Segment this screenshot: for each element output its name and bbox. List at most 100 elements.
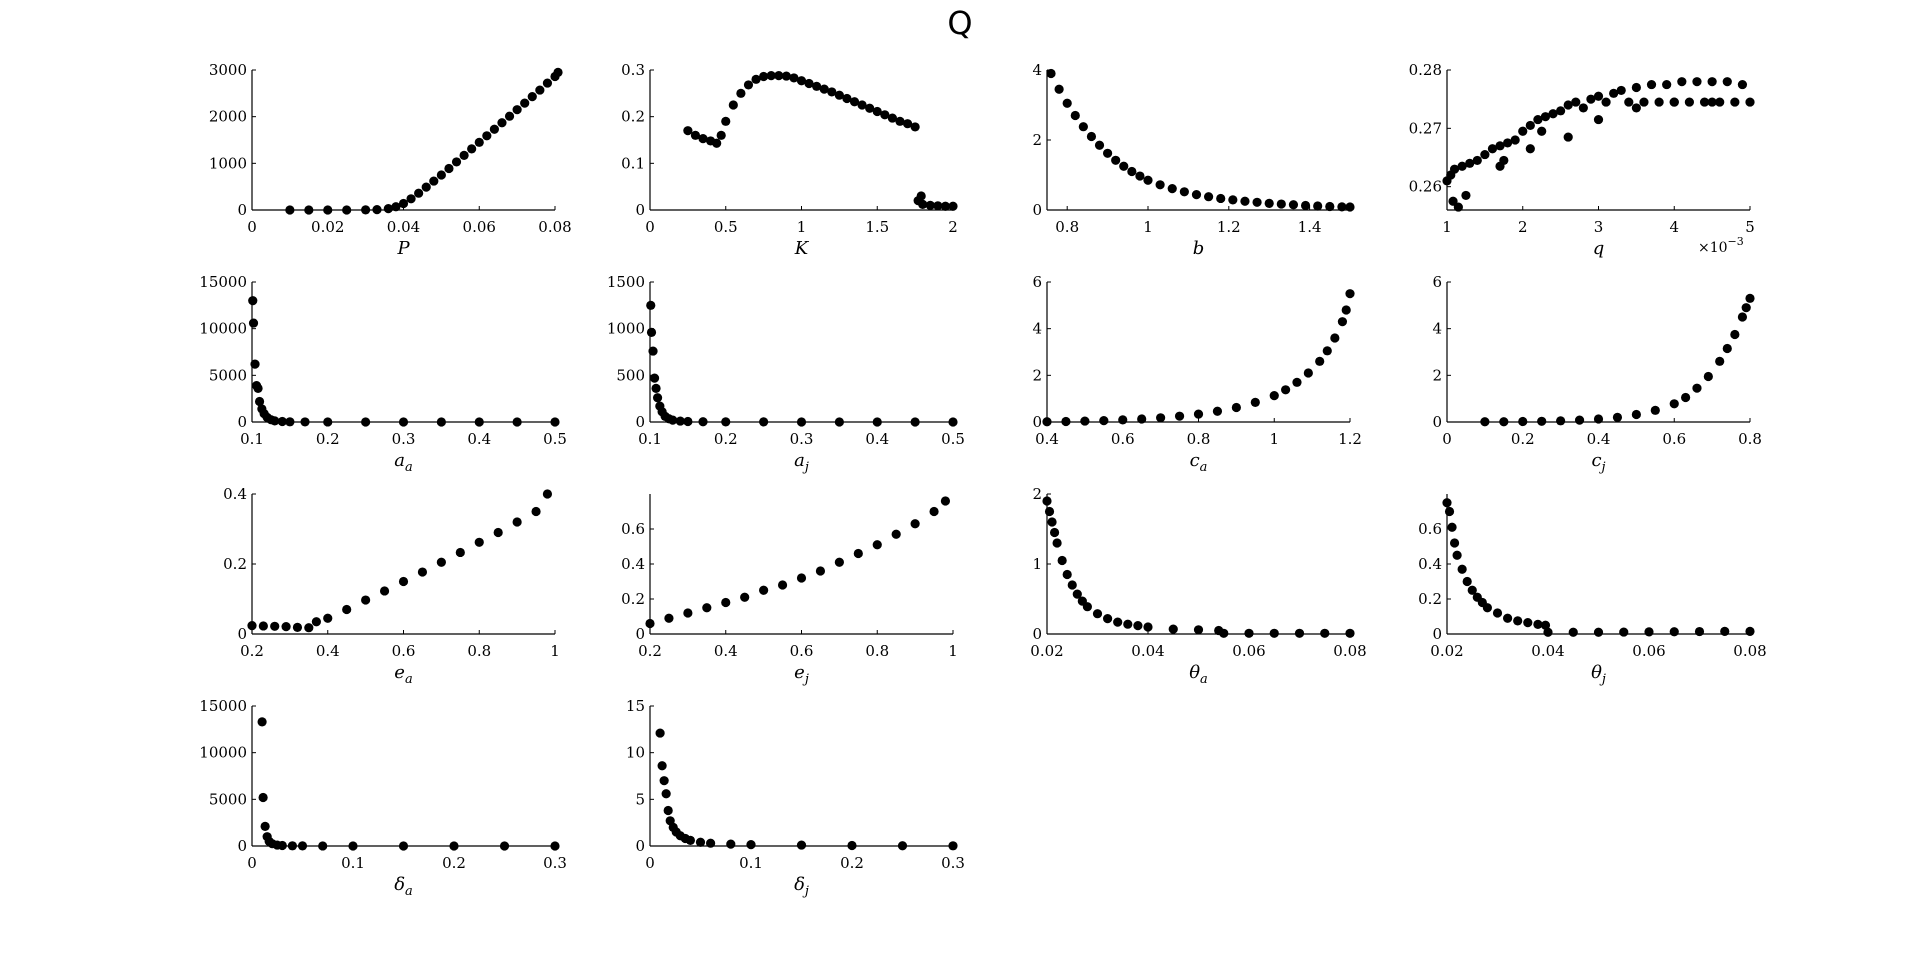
y-tick-label: 10000 bbox=[199, 744, 247, 762]
data-point bbox=[1062, 569, 1072, 580]
data-point bbox=[1548, 109, 1558, 119]
x-axis-label-subscript: a bbox=[405, 460, 413, 475]
data-point bbox=[1537, 126, 1547, 136]
data-point bbox=[1216, 193, 1226, 204]
x-axis-label-symbol: δ bbox=[394, 874, 405, 895]
data-point bbox=[743, 80, 754, 90]
x-axis-label: δa bbox=[394, 874, 413, 899]
x-tick-label: 0.1 bbox=[341, 854, 365, 872]
x-tick-label: 0.6 bbox=[392, 642, 416, 660]
x-tick-label: 1.2 bbox=[1338, 430, 1362, 448]
data-point bbox=[746, 840, 756, 850]
y-tick-label: 0 bbox=[1032, 201, 1042, 219]
data-point bbox=[1533, 619, 1543, 629]
data-point bbox=[372, 205, 382, 215]
x-tick-label: 0.5 bbox=[543, 430, 567, 448]
data-point bbox=[459, 150, 469, 160]
subplot-a_j: 0.1 0.2 0.3 0.4 0.5 0 500 1000 1500 aj bbox=[607, 273, 965, 475]
data-point bbox=[512, 105, 522, 115]
y-tick-label: 10 bbox=[626, 744, 645, 762]
data-point bbox=[796, 573, 807, 583]
x-axis-label: q bbox=[1593, 238, 1605, 259]
data-point bbox=[277, 416, 287, 427]
data-point bbox=[1123, 619, 1133, 629]
y-tick-label: 2 bbox=[1032, 366, 1042, 384]
y-tick-label: 4 bbox=[1032, 61, 1042, 79]
x-axis-label-subscript: j bbox=[1599, 672, 1606, 687]
data-point bbox=[1067, 580, 1077, 590]
data-point bbox=[1452, 550, 1462, 560]
data-point bbox=[1480, 417, 1490, 427]
data-point bbox=[277, 840, 287, 851]
data-point bbox=[1137, 414, 1147, 424]
x-tick-label: 0.3 bbox=[941, 854, 965, 872]
data-point bbox=[1467, 585, 1477, 595]
x-tick-label: 0.3 bbox=[790, 430, 814, 448]
data-point bbox=[721, 116, 731, 126]
y-tick-label: 6 bbox=[1032, 273, 1042, 291]
data-point bbox=[258, 621, 268, 631]
x-tick-label: 0.8 bbox=[467, 642, 491, 660]
data-point bbox=[891, 529, 901, 539]
data-point bbox=[1495, 161, 1505, 171]
x-tick-label: 0.3 bbox=[392, 430, 416, 448]
data-point bbox=[1057, 555, 1067, 566]
x-tick-label: 0.04 bbox=[1531, 642, 1564, 660]
y-tick-label: 15000 bbox=[199, 273, 247, 291]
data-point bbox=[1052, 538, 1062, 548]
data-point bbox=[1269, 628, 1279, 638]
y-tick-label: 0.2 bbox=[621, 108, 645, 126]
data-point bbox=[1513, 616, 1523, 626]
data-point bbox=[925, 200, 935, 210]
y-tick-label: 0 bbox=[237, 201, 247, 219]
x-tick-label: 4 bbox=[1669, 218, 1679, 236]
data-point bbox=[918, 199, 928, 209]
data-point bbox=[1231, 402, 1241, 413]
data-point bbox=[842, 93, 852, 104]
data-point bbox=[467, 144, 477, 154]
subplot-b: 0.8 1 1.2 1.4 0 2 4 b bbox=[1032, 61, 1355, 259]
data-point bbox=[482, 131, 492, 141]
x-axis-label-subscript: a bbox=[1200, 460, 1208, 475]
x-tick-label: 0.02 bbox=[311, 218, 344, 236]
data-point bbox=[285, 205, 295, 215]
x-tick-label: 1 bbox=[1442, 218, 1452, 236]
data-point bbox=[933, 201, 943, 211]
x-tick-label: 1 bbox=[1269, 430, 1279, 448]
x-axis-label-subscript: j bbox=[802, 460, 809, 475]
x-tick-label: 1 bbox=[797, 218, 807, 236]
y-tick-label: 5000 bbox=[209, 790, 247, 808]
data-point bbox=[304, 205, 314, 215]
subplot-c_a: 0.4 0.6 0.8 1 1.2 0 2 4 6 ca bbox=[1032, 273, 1361, 475]
data-point bbox=[1616, 85, 1626, 96]
data-point bbox=[815, 566, 826, 576]
data-point bbox=[1624, 97, 1634, 107]
data-point bbox=[318, 841, 328, 851]
data-point bbox=[1518, 416, 1528, 427]
data-point bbox=[1707, 97, 1717, 107]
data-point bbox=[1593, 414, 1604, 424]
data-point bbox=[1692, 383, 1702, 393]
data-point bbox=[1601, 97, 1611, 107]
x-axis-label: cj bbox=[1591, 450, 1605, 475]
x-axis-label: aj bbox=[794, 450, 809, 475]
data-point bbox=[1449, 538, 1460, 548]
data-point bbox=[257, 717, 267, 727]
data-point bbox=[1179, 187, 1189, 197]
y-tick-label: 2 bbox=[1032, 131, 1042, 149]
x-tick-label: 3 bbox=[1594, 218, 1604, 236]
data-point bbox=[451, 157, 462, 167]
x-axis-label: P bbox=[396, 238, 410, 259]
data-point bbox=[270, 621, 280, 631]
data-point bbox=[910, 417, 920, 427]
data-point bbox=[1135, 171, 1145, 181]
data-point bbox=[1745, 626, 1755, 636]
data-point bbox=[1345, 202, 1355, 212]
data-point bbox=[657, 761, 667, 771]
data-point bbox=[542, 489, 553, 499]
x-axis-exponent-base: ×10 bbox=[1698, 240, 1728, 256]
data-point bbox=[1737, 79, 1748, 90]
subplot-P: 0 0.02 0.04 0.06 0.08 0 1000 2000 3000 P bbox=[209, 61, 572, 259]
data-point bbox=[1204, 192, 1214, 202]
data-point bbox=[902, 119, 913, 129]
